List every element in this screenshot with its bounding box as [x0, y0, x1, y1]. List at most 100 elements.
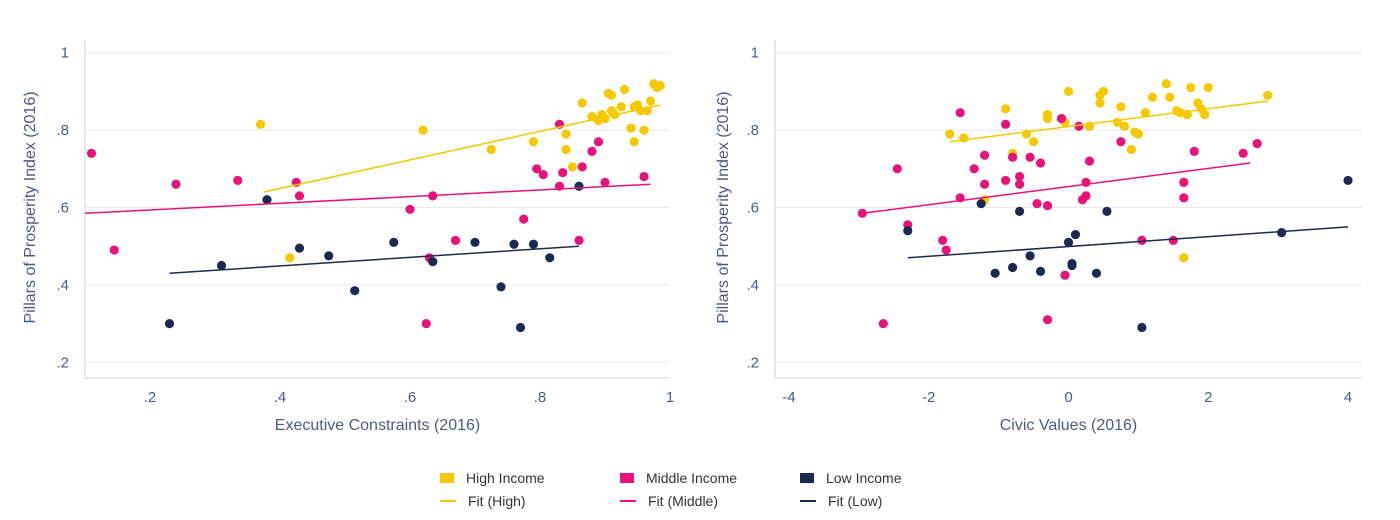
- data-point-middle: [1189, 146, 1199, 156]
- x-tick-label: 0: [1064, 389, 1072, 406]
- fit-line-middle: [84, 183, 651, 215]
- fit-line-low: [169, 245, 580, 275]
- data-point-middle: [639, 171, 649, 182]
- data-point-low: [1025, 251, 1035, 261]
- data-point-high: [1095, 98, 1105, 108]
- data-point-middle: [1081, 191, 1091, 201]
- data-point-middle: [538, 170, 548, 180]
- data-point-high: [486, 144, 496, 155]
- y-tick-label: .4: [56, 277, 69, 294]
- data-point-low: [389, 237, 399, 247]
- data-point-high: [418, 125, 428, 135]
- data-point-low: [1137, 322, 1147, 333]
- data-point-middle: [1168, 235, 1178, 245]
- data-point-middle: [1056, 113, 1067, 124]
- data-point-middle: [1042, 200, 1053, 211]
- data-point-middle: [955, 108, 965, 118]
- data-point-middle: [109, 245, 119, 255]
- legend: High Income Middle Income Low Income Fit…: [440, 468, 960, 514]
- data-point-middle: [1116, 137, 1126, 147]
- y-axis-title: Pillars of Prosperity Index (2016): [22, 91, 39, 323]
- data-point-middle: [1001, 119, 1011, 129]
- x-tick-label: .6: [404, 389, 417, 406]
- data-point-low: [1070, 229, 1081, 240]
- data-point-high: [945, 129, 955, 139]
- data-point-high: [561, 144, 571, 155]
- data-point-middle: [1042, 315, 1053, 325]
- data-point-low: [1035, 266, 1046, 276]
- data-point-middle: [1014, 171, 1025, 182]
- data-point-low: [470, 237, 480, 247]
- data-point-middle: [969, 164, 979, 174]
- data-point-high: [1203, 82, 1213, 93]
- fit-line-low: [907, 226, 1349, 259]
- y-tick-label: .8: [56, 122, 69, 139]
- civic-values-chart: .2 .4 .6 .8 1 -4 -2 0 2 4 Civic Values (2016) Pilla…: [715, 40, 1362, 434]
- y-tick-label: .8: [746, 122, 759, 139]
- data-point-low: [1277, 228, 1287, 238]
- x-axis-title: Civic Values (2016): [1000, 417, 1138, 434]
- data-point-middle: [86, 148, 97, 158]
- x-tick-label: 4: [1344, 389, 1352, 406]
- data-point-high: [1098, 86, 1109, 97]
- data-point-high: [616, 102, 626, 112]
- data-point-high: [645, 96, 656, 106]
- data-point-low: [1102, 206, 1112, 216]
- data-point-middle: [980, 150, 990, 160]
- data-point-high: [1263, 90, 1273, 100]
- data-point-middle: [587, 146, 597, 156]
- x-tick-label: -2: [922, 389, 935, 406]
- data-point-middle: [1179, 177, 1189, 187]
- legend-item-low-income: Low Income: [800, 468, 901, 488]
- data-point-high: [626, 123, 636, 133]
- data-point-middle: [1060, 270, 1070, 280]
- data-point-high: [285, 253, 295, 263]
- data-point-high: [1179, 253, 1189, 263]
- data-point-low: [164, 318, 175, 329]
- data-point-middle: [1001, 175, 1011, 186]
- data-point-high: [655, 81, 665, 91]
- legend-swatch-fit-low: [800, 500, 816, 502]
- y-tick-label: .6: [56, 200, 69, 217]
- data-point-high: [1133, 129, 1143, 139]
- data-point-high: [1186, 82, 1196, 93]
- data-point-low: [1063, 237, 1074, 247]
- legend-swatch-low-income: [800, 473, 814, 483]
- legend-item-high-income: High Income: [440, 468, 545, 488]
- data-point-low: [1091, 268, 1102, 278]
- data-point-middle: [1007, 152, 1018, 162]
- data-point-middle: [1035, 158, 1046, 168]
- executive-constraints-chart: .2 .4 .6 .8 1 .2 .4 .6 .8 1 Executive Constraints …: [22, 40, 674, 434]
- data-point-high: [1200, 110, 1210, 120]
- fit-line-high: [949, 100, 1268, 143]
- data-point-high: [1063, 86, 1074, 97]
- data-point-middle: [421, 318, 431, 329]
- data-point-high: [1028, 137, 1039, 147]
- data-point-high: [1147, 92, 1157, 102]
- data-point-middle: [294, 191, 305, 201]
- legend-label-high-income: High Income: [466, 470, 545, 486]
- x-tick-label: .2: [144, 389, 157, 406]
- x-axis-title: Executive Constraints (2016): [275, 417, 480, 434]
- legend-swatch-fit-high: [440, 500, 456, 502]
- fit-line-middle: [862, 162, 1251, 215]
- data-point-high: [1165, 92, 1175, 102]
- data-point-middle: [1137, 235, 1147, 245]
- data-point-high: [639, 125, 649, 135]
- data-point-low: [262, 195, 272, 205]
- data-point-high: [1116, 102, 1126, 112]
- data-point-middle: [574, 235, 584, 245]
- data-point-high: [1119, 121, 1130, 131]
- legend-swatch-middle-income: [620, 473, 634, 483]
- data-point-high: [629, 137, 639, 147]
- data-point-low: [1014, 206, 1025, 216]
- data-point-low: [324, 251, 334, 261]
- data-point-low: [990, 268, 1000, 278]
- data-point-high: [606, 90, 617, 100]
- data-point-middle: [519, 214, 529, 224]
- y-tick-label: 1: [751, 45, 759, 62]
- data-point-low: [496, 282, 506, 292]
- data-point-middle: [593, 137, 604, 147]
- x-tick-label: 1: [666, 389, 674, 406]
- data-point-middle: [938, 235, 948, 245]
